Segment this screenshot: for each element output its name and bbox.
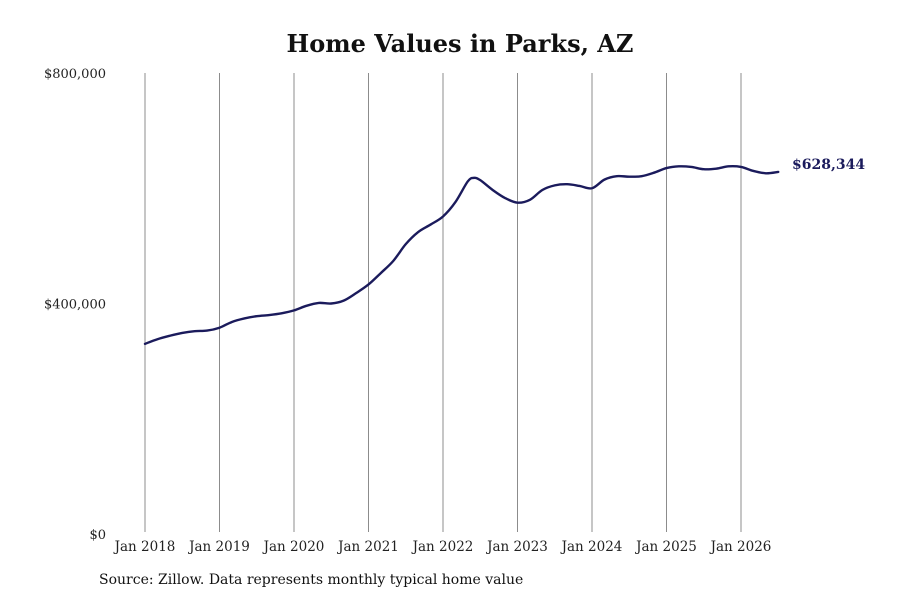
x-tick-label: Jan 2026 [709,539,772,555]
series-layer [143,165,780,346]
x-tick-label: Jan 2018 [113,539,176,555]
data-point [392,260,394,262]
data-point [628,176,630,178]
data-point [467,180,469,182]
data-point [541,189,543,191]
x-axis-labels: Jan 2018 Jan 2019 Jan 2020 Jan 2021 Jan 2022… [113,539,772,555]
data-point [641,175,643,177]
data-point [429,223,432,226]
data-point [194,330,196,332]
data-point [293,309,295,312]
vertical-gridlines [144,73,742,532]
data-point [218,327,221,329]
source-note: Source: Zillow. Data represents monthly … [99,572,524,588]
data-point [765,172,767,174]
data-point [181,332,183,334]
data-point [578,185,581,187]
x-tick-label: Jan 2020 [262,539,325,555]
x-tick-label: Jan 2019 [187,539,250,555]
data-point [417,231,419,233]
y-axis-labels: $0 $400,000 $800,000 [44,67,106,543]
data-point [727,165,730,167]
data-point [504,197,506,199]
data-point [678,165,680,167]
data-point [318,302,320,304]
data-point [355,292,357,294]
data-point [330,302,332,305]
data-point [690,166,692,168]
data-point [243,317,245,320]
x-tick-label: Jan 2022 [411,539,474,555]
x-tick-label: Jan 2025 [634,539,697,555]
data-point [740,166,742,168]
y-tick-label: $800,000 [44,67,106,82]
data-point [752,170,755,172]
data-point [479,179,481,181]
x-tick-label: Jan 2023 [485,539,548,555]
data-point [169,335,171,337]
data-point [703,168,705,170]
data-point [603,179,606,181]
chart-title: Home Values in Parks, AZ [287,29,634,58]
data-point [343,300,345,302]
data-point [380,272,382,274]
data-point [665,167,668,169]
data-point [566,183,568,185]
data-point [206,329,208,332]
data-point [554,184,556,186]
data-point [144,343,146,345]
data-point [591,187,593,189]
home-value-line [143,165,780,346]
data-point [454,201,457,203]
data-point [256,315,258,317]
data-point [367,283,370,286]
data-point [305,305,308,307]
data-point [616,175,618,177]
data-point [268,314,270,316]
data-point [280,312,283,314]
data-point [715,168,717,170]
data-point [529,199,531,201]
last-value-label: $628,344 [792,157,865,173]
data-point [405,243,407,245]
y-tick-label: $0 [89,528,106,543]
data-point [777,171,779,173]
data-point [516,202,519,204]
x-tick-label: Jan 2024 [560,539,623,555]
x-tick-label: Jan 2021 [336,539,399,555]
data-point [442,215,444,218]
y-tick-label: $400,000 [44,298,106,313]
data-point [653,172,655,174]
data-point [231,321,233,323]
data-point [492,189,494,191]
data-point [156,338,159,340]
data-point [473,177,475,179]
